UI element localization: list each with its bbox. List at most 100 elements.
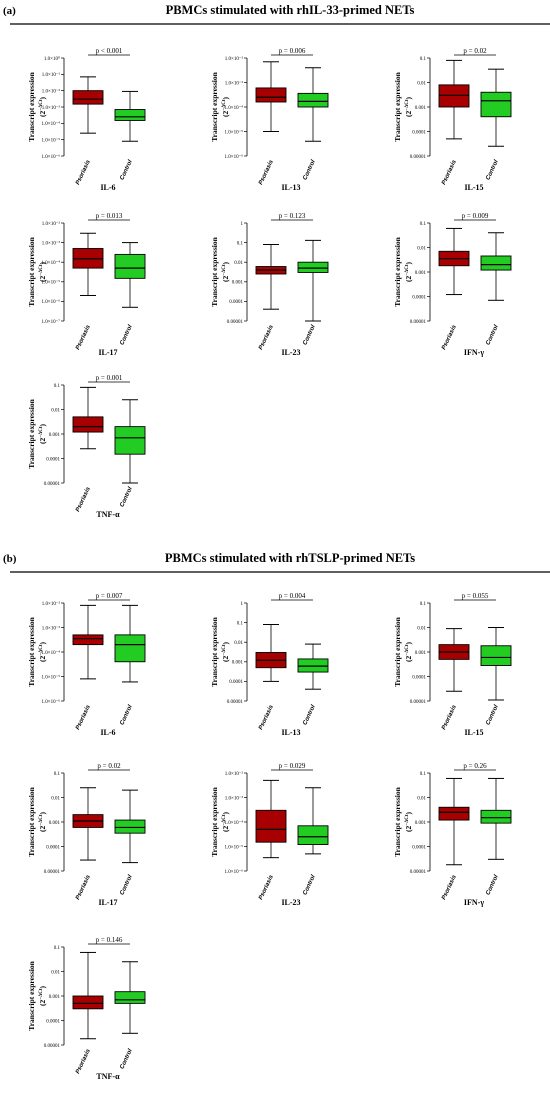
category-label: Psoriasis: [75, 1048, 92, 1075]
p-value: p = 0.013: [96, 212, 123, 220]
y-label: Transcript expression: [393, 786, 402, 856]
y-label-unit: (2−ΔCt): [404, 96, 413, 117]
category-label: Control: [485, 324, 500, 346]
y-tick-label: 1.0×10⁻⁵: [225, 129, 244, 135]
y-tick-label: 0.1: [237, 241, 244, 246]
p-value: p = 0.26: [463, 762, 487, 770]
y-tick-label: 1.0×10⁻⁵: [225, 844, 244, 850]
x-label: IL-13: [281, 183, 300, 192]
y-label: Transcript expression: [210, 786, 219, 856]
category-label: Psoriasis: [441, 324, 458, 351]
y-tick-label: 1.0×10⁻⁶: [225, 869, 244, 875]
unit-close: ): [404, 261, 413, 264]
category-label: Psoriasis: [75, 486, 92, 513]
y-tick-label: 1.0×10⁻³: [225, 795, 244, 801]
category-label: Control: [119, 704, 134, 726]
y-label-unit: (2−ΔCt): [221, 811, 230, 832]
panel-title: PBMCs stimulated with rhIL-33-primed NET…: [166, 3, 415, 17]
p-value: p = 0.029: [279, 762, 306, 770]
y-tick-label: 0.1: [420, 57, 427, 62]
category-label: Psoriasis: [75, 874, 92, 901]
p-value: p = 0.001: [96, 374, 123, 382]
category-label: Psoriasis: [75, 704, 92, 731]
y-tick-label: 1.0×10⁻⁷: [42, 319, 61, 325]
p-value: p = 0.007: [96, 592, 123, 600]
unit-exp: −ΔCt: [39, 264, 44, 276]
box: [72, 90, 104, 105]
y-tick-label: 0.001: [415, 821, 427, 826]
x-label: IL-23: [281, 898, 300, 907]
y-tick-label: 1.0×10⁻³: [42, 240, 61, 246]
category-label: Control: [302, 159, 317, 181]
box: [438, 806, 470, 821]
category-label: Control: [485, 874, 500, 896]
y-tick-label: 1.0×10⁻²: [225, 56, 244, 62]
category-label: Control: [119, 324, 134, 346]
box: [255, 809, 287, 843]
y-label-unit: (2−ΔCt): [38, 641, 47, 662]
p-value: p = 0.146: [96, 936, 123, 944]
y-label-unit: (2−ΔCt): [404, 811, 413, 832]
y-tick-label: 1.0×10⁻¹: [42, 72, 61, 78]
y-label-unit: (2−ΔCt): [404, 641, 413, 662]
y-tick-label: 1.0×10⁻²: [42, 88, 61, 94]
category-label: Psoriasis: [441, 704, 458, 731]
y-tick-label: 0.0001: [412, 675, 426, 680]
y-tick-label: 1: [241, 222, 244, 227]
y-tick-label: 0.1: [237, 621, 244, 626]
y-tick-label: 1.0×10⁻⁵: [42, 674, 61, 680]
unit-close: ): [221, 261, 230, 264]
x-label: IL-15: [464, 183, 483, 192]
box: [114, 819, 146, 834]
y-tick-label: 1: [241, 602, 244, 607]
unit-base: (2: [404, 826, 413, 832]
y-tick-label: 0.00001: [410, 320, 427, 325]
y-tick-label: 0.00001: [227, 320, 244, 325]
unit-exp: −ΔCt: [222, 264, 227, 276]
y-label: Transcript expression: [393, 616, 402, 686]
y-tick-label: 1.0×10⁻²: [225, 771, 244, 777]
y-tick-label: 1.0×10⁻⁵: [42, 280, 61, 286]
panel-title: PBMCs stimulated with rhTSLP-primed NETs: [165, 551, 415, 565]
y-tick-label: 1.0×10⁻⁶: [42, 699, 61, 705]
p-value: p = 0.006: [279, 47, 306, 55]
unit-exp: −ΔCt: [39, 99, 44, 111]
y-tick-label: 0.01: [51, 970, 60, 975]
unit-close: ): [404, 96, 413, 99]
p-value: p < 0.001: [96, 47, 123, 55]
y-tick-label: 0.01: [417, 81, 426, 86]
y-label: Transcript expression: [27, 236, 36, 306]
y-tick-label: 1.0×10⁰: [44, 56, 60, 62]
y-tick-label: 0.0001: [46, 457, 60, 462]
unit-base: (2: [404, 111, 413, 117]
box: [480, 645, 512, 666]
y-tick-label: 0.01: [234, 641, 243, 646]
unit-exp: −ΔCt: [405, 264, 410, 276]
y-tick-label: 1.0×10⁻²: [42, 601, 61, 607]
y-tick-label: 0.00001: [44, 870, 61, 875]
y-tick-label: 1.0×10⁻⁶: [42, 299, 61, 305]
y-tick-label: 0.1: [420, 222, 427, 227]
y-tick-label: 1.0×10⁻³: [42, 105, 61, 111]
y-tick-label: 0.001: [49, 995, 61, 1000]
y-tick-label: 0.001: [49, 821, 61, 826]
unit-base: (2: [38, 826, 47, 832]
box: [297, 261, 329, 273]
y-tick-label: 1.0×10⁻⁶: [42, 154, 61, 160]
y-tick-label: 1.0×10⁻⁶: [225, 154, 244, 160]
p-value: p = 0.055: [462, 592, 489, 600]
unit-exp: −ΔCt: [222, 644, 227, 656]
y-label-unit: (2−ΔCt): [38, 811, 47, 832]
y-tick-label: 1.0×10⁻²: [42, 221, 61, 227]
box: [297, 92, 329, 108]
y-label-unit: (2−ΔCt): [404, 261, 413, 282]
box: [114, 991, 146, 1004]
y-tick-label: 0.01: [51, 796, 60, 801]
y-label: Transcript expression: [27, 616, 36, 686]
category-label: Control: [119, 874, 134, 896]
x-label: IL-17: [98, 348, 117, 357]
y-tick-label: 0.00001: [410, 870, 427, 875]
unit-base: (2: [404, 276, 413, 282]
y-tick-label: 1.0×10⁻⁴: [225, 820, 244, 826]
unit-base: (2: [221, 111, 230, 117]
